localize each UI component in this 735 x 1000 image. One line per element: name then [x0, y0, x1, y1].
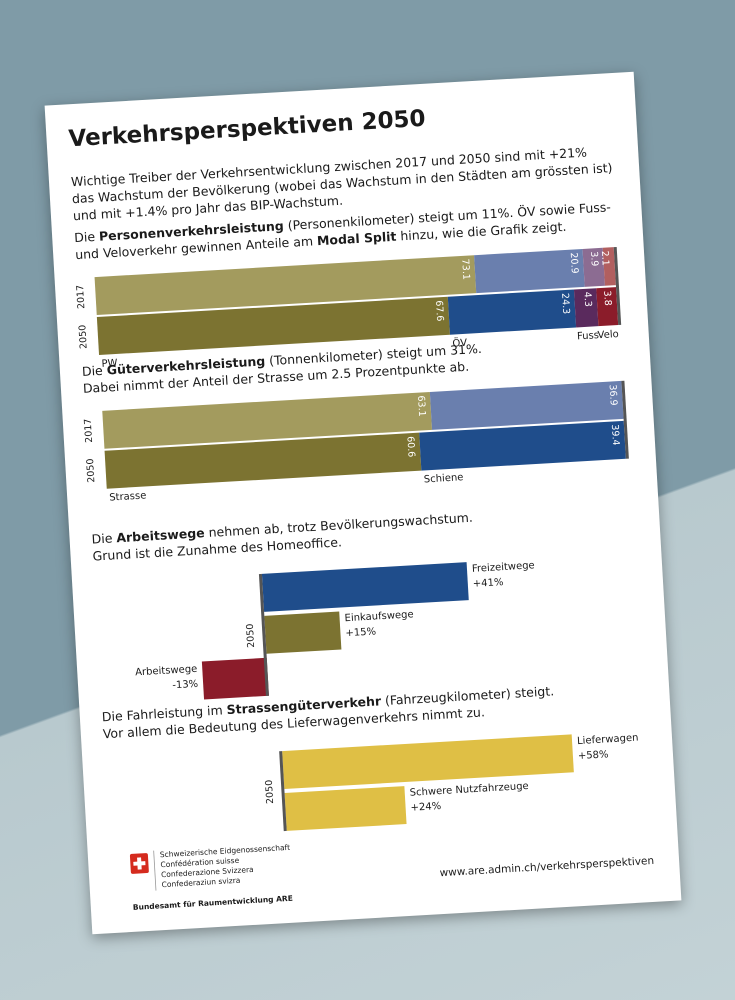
caption-part: Die [91, 530, 117, 546]
value-label: 2.1 [599, 250, 611, 266]
series-label: Freizeitwege [472, 560, 535, 575]
series-label: Einkaufswege [344, 609, 414, 624]
category-label: 2050 [245, 623, 257, 648]
bar-segment [94, 255, 477, 316]
zero-line [258, 573, 269, 696]
category-label: 2017 [75, 284, 87, 309]
logo-cross [133, 861, 146, 866]
value-label: 63.1 [415, 395, 427, 417]
value-label: 60.6 [404, 436, 416, 458]
caption-line: Die Fahrleistung im Strassengüterverkehr… [101, 683, 554, 724]
series-label: Schiene [424, 472, 464, 485]
category-label: 2050 [264, 779, 276, 804]
value-label: 20.9 [568, 252, 580, 274]
bar [282, 734, 574, 790]
category-label: 2050 [77, 324, 89, 349]
logo-divider [153, 850, 157, 891]
bar-segment [596, 287, 619, 327]
bar-segment [573, 288, 599, 328]
bar [201, 657, 269, 700]
caption-part: Modal Split [317, 229, 397, 249]
zero-line [279, 751, 287, 832]
value-label: +41% [473, 577, 504, 590]
bar-segment [96, 296, 450, 355]
series-label: Strasse [109, 490, 147, 503]
value-label: 3.8 [601, 290, 613, 306]
series-label: Lieferwagen [577, 733, 639, 748]
series-label: PW [101, 358, 118, 370]
bar-end [613, 246, 622, 326]
bar-end [621, 380, 629, 459]
bar [261, 562, 469, 612]
bar-segment [419, 420, 626, 471]
series-label: ÖV [452, 336, 467, 350]
bar-segment [582, 247, 605, 287]
series-label: Schwere Nutzfahrzeuge [409, 781, 528, 799]
url: www.are.admin.ch/verkehrsperspektiven [439, 855, 654, 879]
bar-segment [447, 289, 577, 335]
caption-part: Die [74, 229, 100, 245]
value-label: 39.4 [609, 424, 621, 446]
swiss-logo [129, 850, 157, 891]
series-label: Fuss [577, 330, 600, 342]
category-label: 2017 [83, 418, 95, 443]
series-label: Velo [597, 329, 619, 341]
value-label: +15% [345, 626, 376, 639]
office: Bundesamt für Raumentwicklung ARE [133, 894, 293, 912]
value-label: 4.3 [581, 291, 593, 307]
caption-part: Arbeitswege [116, 525, 205, 545]
title: Verkehrsperspektiven 2050 [68, 106, 426, 153]
bar-segment [104, 432, 422, 489]
bar-segment [474, 248, 585, 294]
poster-graphic: Verkehrsperspektiven 2050 Wichtige Treib… [68, 106, 655, 912]
value-label: 73.1 [459, 258, 471, 280]
value-label: +24% [410, 801, 441, 814]
category-label: 2050 [85, 458, 97, 483]
value-label: -13% [172, 679, 198, 691]
value-label: 24.3 [559, 293, 571, 315]
bar-segment [429, 380, 624, 430]
caption-part: Die Fahrleistung im [101, 702, 227, 724]
bar [264, 611, 342, 654]
bar-segment [102, 391, 433, 449]
bar [284, 786, 407, 831]
value-label: +58% [578, 749, 609, 762]
series-label: Arbeitswege [135, 664, 198, 679]
value-label: 3.9 [588, 251, 600, 267]
value-label: 36.9 [607, 384, 619, 406]
value-label: 67.6 [433, 300, 445, 322]
bar-segment [602, 247, 616, 286]
poster: Verkehrsperspektiven 2050 Wichtige Treib… [44, 71, 682, 935]
caption-part: Die [82, 363, 108, 379]
